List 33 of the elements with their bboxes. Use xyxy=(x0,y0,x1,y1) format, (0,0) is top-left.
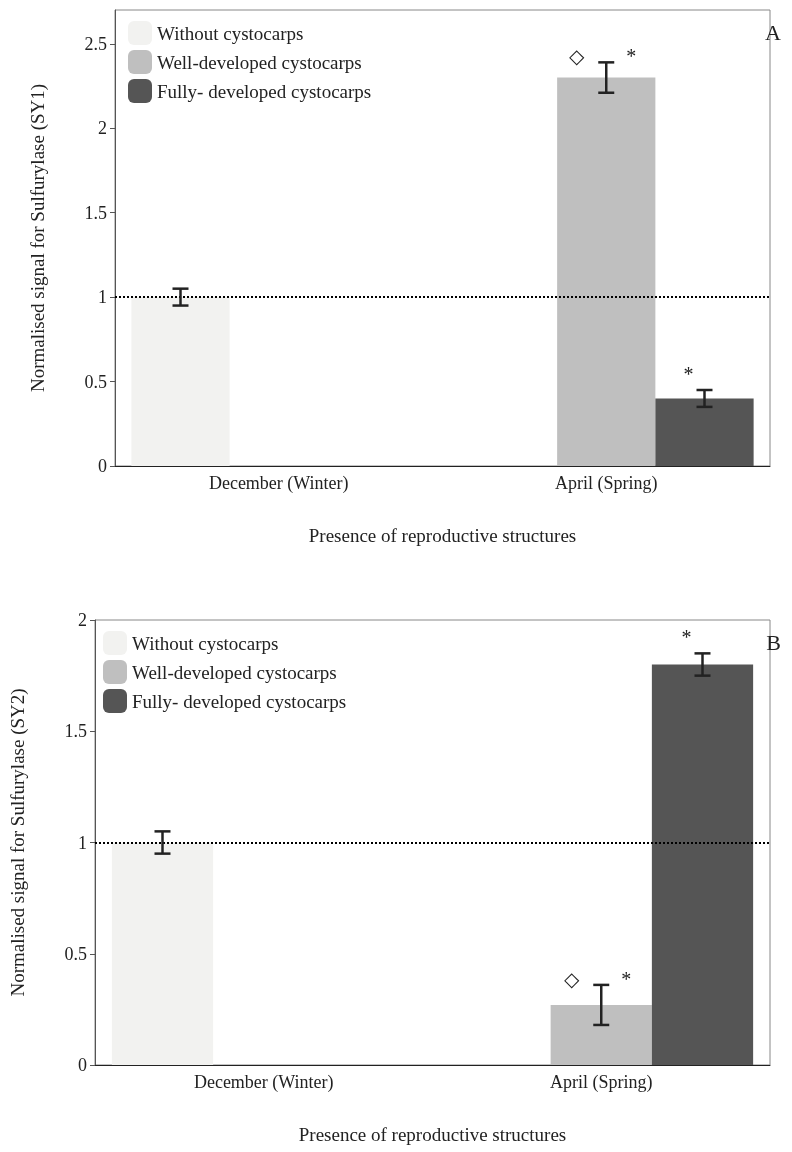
x-axis-title: Presence of reproductive structures xyxy=(308,525,577,546)
x-tick-label: December (Winter) xyxy=(193,1072,334,1093)
y-tick-label: 1.5 xyxy=(64,721,87,742)
y-tick-label: 0 xyxy=(78,1055,87,1075)
annotation: * xyxy=(681,626,692,649)
annotation: ◇ xyxy=(563,967,580,990)
annotation: * xyxy=(621,967,632,990)
annotation: * xyxy=(683,363,694,385)
legend-label: Well-developed cystocarps xyxy=(157,51,362,73)
legend-label: Without cystocarps xyxy=(157,22,304,44)
y-tick-label: 1 xyxy=(78,832,87,853)
y-tick-label: 0.5 xyxy=(84,371,107,392)
y-tick-label: 1 xyxy=(98,287,107,308)
annotation: ◇ xyxy=(568,45,585,68)
legend-label: Fully- developed cystocarps xyxy=(132,690,347,712)
x-tick-label: April (Spring) xyxy=(555,473,658,494)
x-axis-title: Presence of reproductive structures xyxy=(298,1124,567,1145)
y-axis-title: Normalised signal for Sulfurylase (SY1) xyxy=(27,83,49,393)
y-tick-label: 0.5 xyxy=(64,943,87,964)
y-tick-label: 2.5 xyxy=(84,33,107,54)
chart-title: B xyxy=(766,629,782,655)
y-tick-label: 2 xyxy=(98,118,107,139)
y-tick-label: 2 xyxy=(78,610,87,630)
annotation: * xyxy=(626,45,637,68)
chart-title: A xyxy=(765,19,782,45)
legend-label: Without cystocarps xyxy=(132,632,279,654)
y-tick-label: 1.5 xyxy=(84,202,107,223)
y-axis-title: Normalised signal for Sulfurylase (SY2) xyxy=(7,688,29,997)
x-tick-label: December (Winter) xyxy=(208,473,349,494)
x-tick-label: April (Spring) xyxy=(550,1072,653,1093)
legend-label: Well-developed cystocarps xyxy=(132,661,337,683)
y-tick-label: 0 xyxy=(98,456,107,476)
legend-label: Fully- developed cystocarps xyxy=(157,80,372,102)
